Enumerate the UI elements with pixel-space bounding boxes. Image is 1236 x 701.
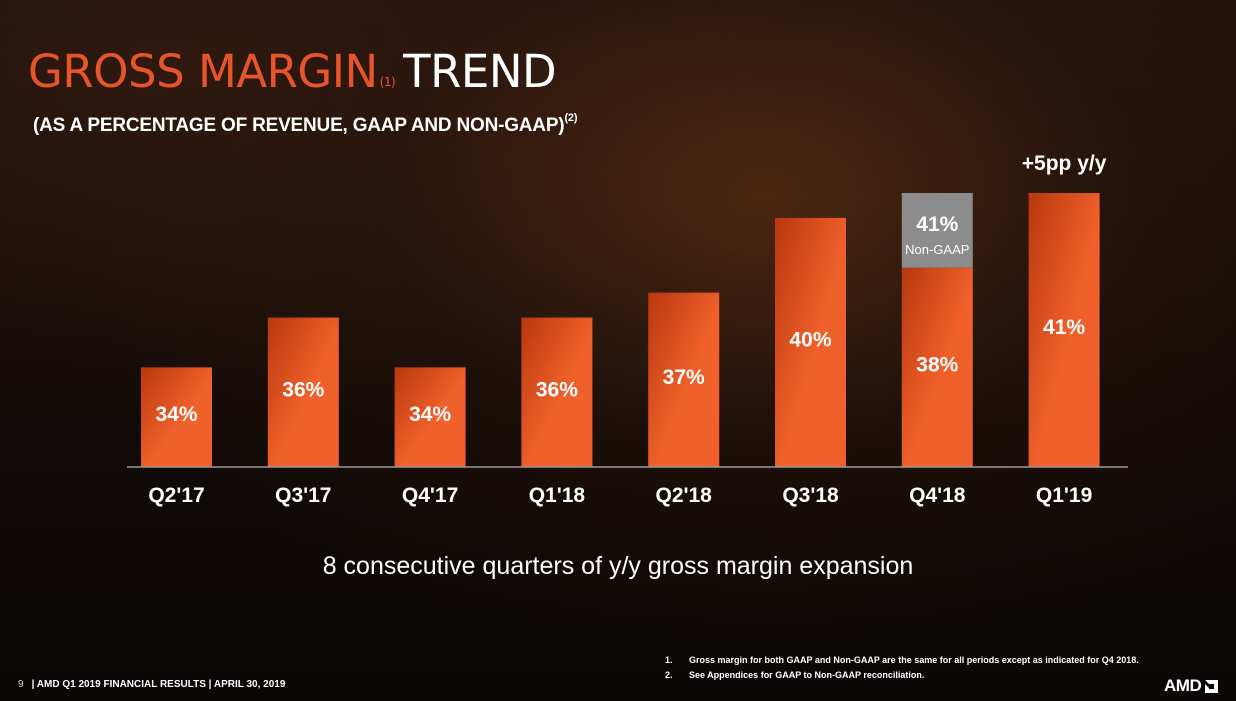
subtitle-text: (AS A PERCENTAGE OF REVENUE, GAAP AND NO… [33, 115, 565, 136]
footer-text: | AMD Q1 2019 FINANCIAL RESULTS | APRIL … [31, 679, 286, 690]
headline: 8 consecutive quarters of y/y gross marg… [322, 552, 914, 580]
value-label-q2-17: 34% [155, 403, 197, 426]
non-gaap-value-label: 41% [916, 213, 958, 236]
category-label-q4-17: Q4'17 [402, 484, 458, 507]
bar-q1-19 [1028, 193, 1100, 467]
bar-q4-17 [394, 367, 466, 467]
footnote-2-text: See Appendices for GAAP to Non-GAAP reco… [689, 670, 925, 680]
value-label-q3-18: 40% [789, 328, 831, 351]
non-gaap-label: Non-GAAP [905, 242, 969, 257]
bars-layer [141, 193, 1100, 467]
value-label-q4-17: 34% [409, 403, 451, 426]
bar-q2-17 [141, 367, 212, 467]
amd-logo: AMD [1164, 676, 1219, 696]
value-label-q4-18: 38% [916, 353, 958, 376]
slide-subtitle: (AS A PERCENTAGE OF REVENUE, GAAP AND NO… [33, 112, 578, 137]
title-footnote-marker: (1) [379, 75, 396, 89]
footnote-1: 1. Gross margin for both GAAP and Non-GAA… [665, 653, 1139, 668]
footnote-1-number: 1. [665, 655, 673, 665]
category-label-q3-18: Q3'18 [782, 484, 839, 507]
category-label-q2-17: Q2'17 [148, 484, 204, 507]
category-label-q3-17: Q3'17 [275, 484, 331, 507]
amd-arrow-icon [1205, 679, 1219, 693]
title-accent: GROSS MARGIN [28, 45, 378, 98]
footnotes: 1. Gross margin for both GAAP and Non-GAA… [665, 653, 1139, 683]
footnote-2-number: 2. [665, 670, 673, 680]
labels-layer: 34% Q2'17 36% Q3'17 34% Q4'17 36% Q1'18 37% Q2'18… [148, 152, 1106, 507]
footnote-2: 2. See Appendices for GAAP to Non-GAAP re… [665, 668, 1139, 683]
title-rest: TREND [403, 45, 557, 98]
category-label-q4-18: Q4'18 [909, 484, 966, 507]
subtitle-footnote-marker: (2) [564, 112, 578, 124]
footnote-1-text: Gross margin for both GAAP and Non-GAAP … [689, 655, 1139, 665]
bar-q3-18 [775, 217, 846, 467]
non-gaap-segment-q4-18 [901, 193, 973, 268]
bar-q4-18 [901, 267, 973, 467]
bar-q2-18 [648, 292, 720, 467]
logo-text: AMD [1164, 676, 1202, 695]
annotation-yoy: +5pp y/y [1022, 152, 1107, 175]
value-label-q2-18: 37% [663, 366, 705, 389]
bar-q3-17 [267, 317, 339, 467]
value-label-q1-18: 36% [536, 378, 578, 401]
value-label-q3-17: 36% [282, 378, 324, 401]
bar-q1-18 [521, 317, 593, 467]
category-label-q1-18: Q1'18 [529, 484, 586, 507]
value-label-q1-19: 41% [1043, 316, 1085, 339]
category-label-q1-19: Q1'19 [1036, 484, 1092, 507]
slide-title: GROSS MARGIN (1) TREND [28, 44, 557, 100]
footer: 9 | AMD Q1 2019 FINANCIAL RESULTS | APRIL… [18, 679, 285, 690]
category-label-q2-18: Q2'18 [656, 484, 713, 507]
page-number: 9 [18, 679, 24, 690]
